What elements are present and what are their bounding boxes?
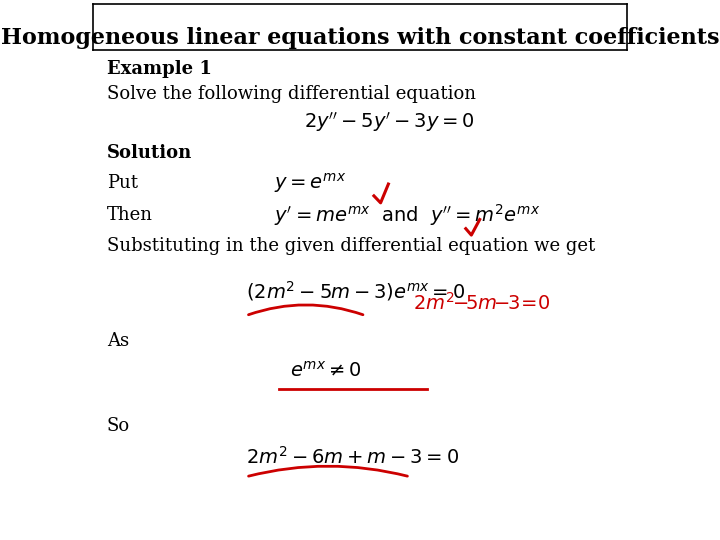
Text: Substituting in the given differential equation we get: Substituting in the given differential e… bbox=[107, 237, 595, 255]
Text: As: As bbox=[107, 332, 129, 350]
Text: So: So bbox=[107, 417, 130, 435]
Text: Solution: Solution bbox=[107, 144, 192, 162]
Text: Homogeneous linear equations with constant coefficients: Homogeneous linear equations with consta… bbox=[1, 26, 719, 49]
Text: $y' = me^{mx}$  and  $y'' = m^2 e^{mx}$: $y' = me^{mx}$ and $y'' = m^2 e^{mx}$ bbox=[274, 202, 540, 228]
Text: $2y'' - 5y' - 3y = 0$: $2y'' - 5y' - 3y = 0$ bbox=[305, 110, 475, 134]
Text: Then: Then bbox=[107, 206, 153, 224]
Text: $y = e^{mx}$: $y = e^{mx}$ bbox=[274, 171, 346, 195]
Text: Solve the following differential equation: Solve the following differential equatio… bbox=[107, 85, 476, 103]
Text: $2m^2 - 6m + m - 3 = 0$: $2m^2 - 6m + m - 3 = 0$ bbox=[246, 446, 459, 468]
Text: Put: Put bbox=[107, 174, 138, 192]
Text: Example 1: Example 1 bbox=[107, 59, 212, 78]
Text: $2m^2\!\!-\!\!5m\!\!-\!\!3\!=\!0$: $2m^2\!\!-\!\!5m\!\!-\!\!3\!=\!0$ bbox=[413, 292, 550, 314]
Text: $e^{mx} \neq 0$: $e^{mx} \neq 0$ bbox=[290, 361, 362, 381]
Text: $\left(2m^2 - 5m - 3\right)e^{mx} = 0$: $\left(2m^2 - 5m - 3\right)e^{mx} = 0$ bbox=[246, 280, 465, 303]
